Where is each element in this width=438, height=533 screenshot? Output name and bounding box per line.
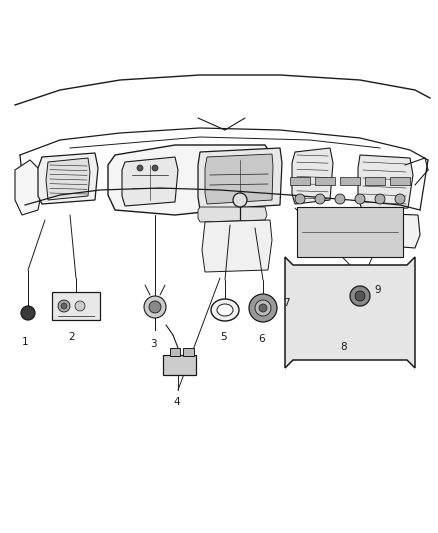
Polygon shape [52, 292, 100, 320]
Bar [290, 177, 310, 185]
Ellipse shape [217, 304, 233, 316]
Circle shape [355, 194, 365, 204]
Polygon shape [108, 145, 275, 215]
Bar [315, 177, 335, 185]
Polygon shape [205, 154, 273, 204]
Circle shape [335, 194, 345, 204]
Circle shape [350, 286, 370, 306]
Circle shape [21, 306, 35, 320]
Polygon shape [46, 158, 90, 200]
Circle shape [355, 291, 365, 301]
Polygon shape [183, 348, 194, 356]
Text: 9: 9 [374, 285, 381, 295]
Text: 4: 4 [173, 397, 180, 407]
Text: 2: 2 [68, 332, 74, 342]
Bar [365, 177, 385, 185]
Circle shape [255, 300, 271, 316]
Circle shape [259, 304, 267, 312]
Polygon shape [338, 212, 420, 248]
Circle shape [295, 194, 305, 204]
Circle shape [58, 300, 70, 312]
Circle shape [137, 165, 143, 171]
Text: 6: 6 [258, 334, 265, 344]
Text: 8: 8 [340, 342, 346, 352]
Polygon shape [297, 207, 403, 257]
Circle shape [395, 194, 405, 204]
Bar [390, 177, 410, 185]
Polygon shape [358, 155, 413, 210]
Polygon shape [202, 220, 272, 272]
Text: 1: 1 [22, 337, 28, 347]
Polygon shape [122, 157, 178, 206]
Bar [340, 177, 360, 185]
Polygon shape [198, 148, 282, 210]
Circle shape [61, 303, 67, 309]
Text: 3: 3 [150, 339, 157, 349]
Circle shape [144, 296, 166, 318]
Text: 7: 7 [283, 298, 290, 308]
Polygon shape [292, 148, 333, 204]
Circle shape [149, 301, 161, 313]
Polygon shape [15, 160, 45, 215]
Polygon shape [198, 207, 267, 222]
Circle shape [249, 294, 277, 322]
Circle shape [375, 194, 385, 204]
Text: 5: 5 [220, 332, 226, 342]
Ellipse shape [211, 299, 239, 321]
Circle shape [233, 193, 247, 207]
Polygon shape [285, 257, 415, 368]
Circle shape [152, 165, 158, 171]
Circle shape [75, 301, 85, 311]
Polygon shape [163, 355, 196, 375]
Polygon shape [170, 348, 180, 356]
Polygon shape [38, 153, 98, 204]
Circle shape [315, 194, 325, 204]
